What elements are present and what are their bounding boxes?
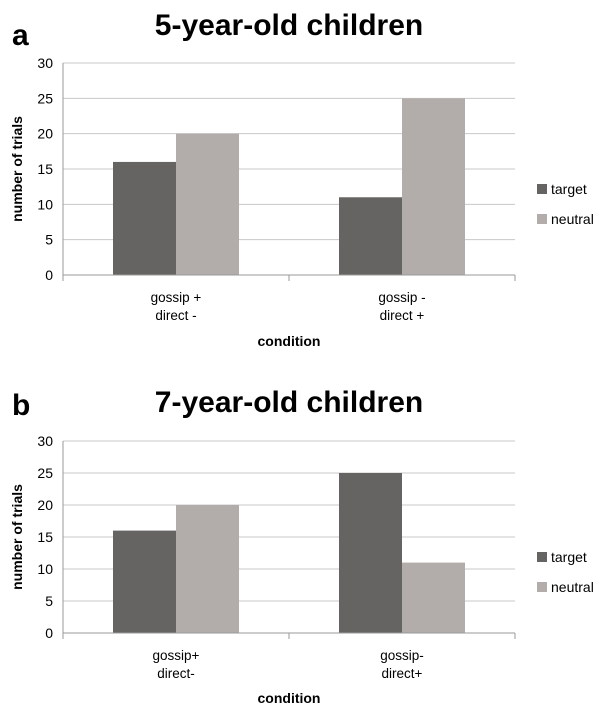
chart-panel-a: a 5-year-old children 0 5 10 15 20 25 30 gossip +…: [9, 9, 594, 349]
legend-swatch-target: [537, 184, 547, 194]
chart-title: 7-year-old children: [155, 386, 423, 419]
x-tick-label: gossip+: [153, 648, 200, 663]
bar-target: [339, 197, 402, 275]
legend-swatch-neutral: [537, 582, 547, 592]
panel-letter: b: [12, 389, 30, 422]
y-tick-label: 10: [37, 561, 53, 577]
bar-neutral: [402, 98, 465, 275]
x-axis-label: condition: [258, 333, 321, 349]
y-tick-label: 15: [37, 529, 53, 545]
x-tick-label: direct-: [157, 666, 195, 681]
legend-swatch-target: [537, 552, 547, 562]
bar-target: [113, 161, 176, 275]
y-tick-label: 30: [37, 433, 53, 449]
y-tick-label: 15: [37, 161, 53, 177]
bar-neutral: [176, 133, 239, 275]
y-tick-label: 20: [37, 497, 53, 513]
x-tick-label: direct+: [382, 666, 423, 681]
chart-title: 5-year-old children: [155, 9, 423, 42]
y-tick-label: 5: [45, 593, 53, 609]
panel-letter: a: [12, 19, 29, 52]
y-tick-label: 0: [45, 625, 53, 641]
x-tick-label: direct -: [155, 308, 196, 323]
y-tick-label: 10: [37, 196, 53, 212]
bar-neutral: [402, 562, 465, 633]
legend-label-neutral: neutral: [551, 211, 594, 227]
legend-label-target: target: [551, 549, 587, 565]
x-tick-label: direct +: [380, 308, 425, 323]
x-tick-label: gossip-: [380, 648, 424, 663]
legend-label-target: target: [551, 181, 587, 197]
legend-swatch-neutral: [537, 214, 547, 224]
chart-panel-b: b 7-year-old children 0 5 10 15 20 25 30 gossip+ d…: [9, 386, 594, 706]
y-axis-label: number of trials: [9, 116, 25, 222]
y-tick-label: 25: [37, 90, 53, 106]
legend-label-neutral: neutral: [551, 579, 594, 595]
bar-neutral: [176, 505, 239, 633]
bar-target: [339, 473, 402, 633]
x-tick-label: gossip +: [151, 290, 202, 305]
y-tick-label: 25: [37, 465, 53, 481]
bar-target: [113, 530, 176, 633]
y-tick-label: 20: [37, 126, 53, 142]
y-tick-label: 5: [45, 232, 53, 248]
y-tick-label: 30: [37, 55, 53, 71]
y-axis-label: number of trials: [9, 484, 25, 590]
y-tick-label: 0: [45, 267, 53, 283]
x-tick-label: gossip -: [378, 290, 425, 305]
x-axis-label: condition: [258, 690, 321, 706]
